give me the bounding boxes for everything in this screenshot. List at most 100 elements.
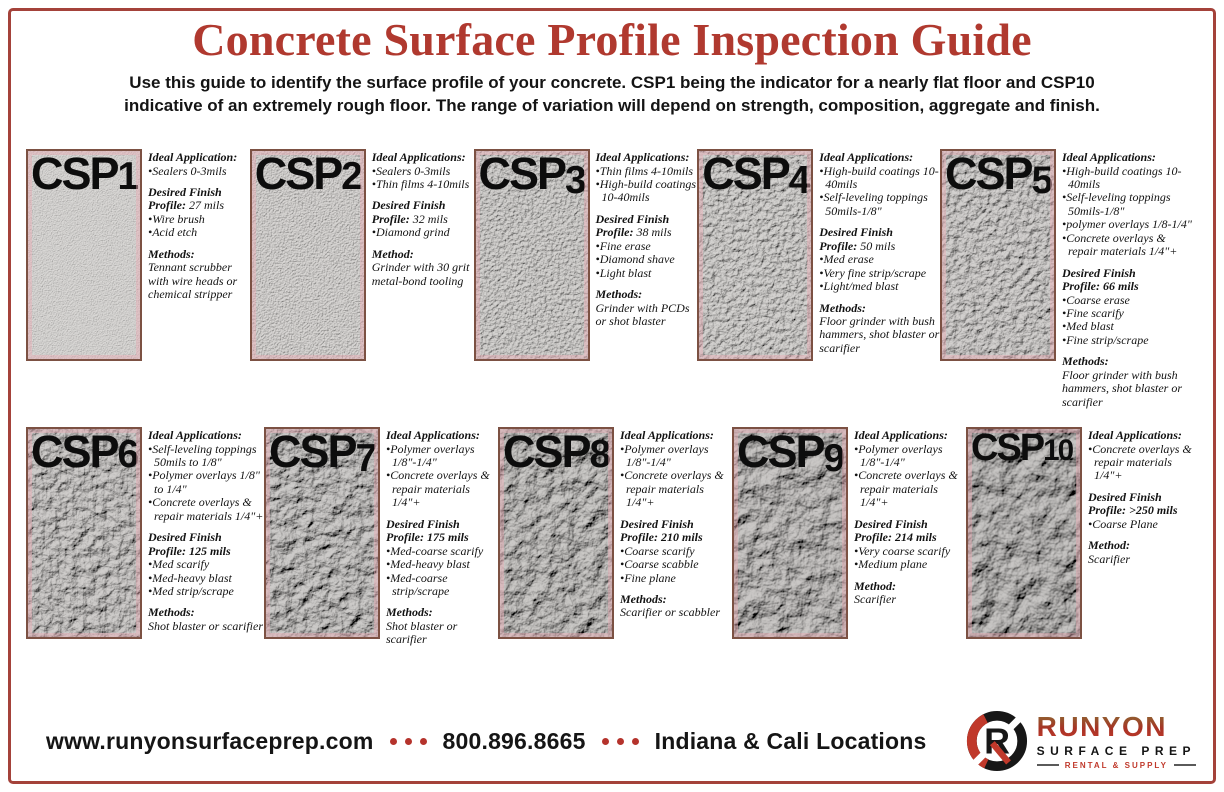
methods-text: Scarifier or scabbler [620,605,720,620]
methods-text: Tennant scrubber with wire heads or chem… [148,260,238,302]
concrete-texture-svg [968,429,1080,638]
finish-item: Medium plane [854,557,966,571]
csp-row-top: CSP1 Ideal Application: Sealers 0-3mils … [26,149,1198,427]
csp-label-number: 9 [823,437,845,481]
methods-text: Shot blaster or scarifier [148,618,264,633]
concrete-texture-svg [266,429,378,638]
dot-icon [389,737,397,745]
csp-label: CSP3 [479,151,587,200]
methods-heading: Methods: [386,605,433,620]
logo-subname: SURFACE PREP [1036,743,1196,758]
finish-item: Med-heavy blast [386,557,498,571]
concrete-sample-image: CSP4 [697,149,814,362]
application-item: polymer overlays 1/8-1/4" [1062,217,1198,231]
csp-panel: CSP5 Ideal Applications: High-build coat… [940,149,1198,427]
finish-profile-heading: Desired Finish Profile: 214 mils [854,517,966,545]
finish-item: Med strip/scrape [148,584,264,598]
csp-label: CSP4 [702,151,810,200]
applications-list: Polymer overlays 1/8"-1/4"Concrete overl… [620,442,732,510]
footer-phone: 800.896.8665 [442,727,586,754]
csp-panel: CSP9 Ideal Applications: Polymer overlay… [732,427,966,683]
finish-item: Coarse Plane [1088,517,1200,531]
csp-details: Ideal Applications: Self-leveling toppin… [148,427,264,683]
csp-label: CSP8 [503,429,611,477]
concrete-sample-image: CSP10 [966,427,1082,640]
csp-label-number: 10 [1043,434,1074,468]
finish-list: Coarse eraseFine scarifyMed blastFine st… [1062,293,1198,348]
concrete-texture-svg [251,151,364,360]
csp-label-number: 8 [589,433,611,477]
csp-label: CSP1 [31,151,139,199]
concrete-texture [28,151,140,360]
footer-locations: Indiana & Cali Locations [654,727,927,754]
csp-panel: CSP6 Ideal Applications: Self-leveling t… [26,427,264,683]
dot-icon [631,737,639,745]
finish-profile-heading: Desired Finish Profile: 38 mils [596,212,697,240]
finish-item: Diamond grind [372,225,473,239]
finish-item: Med blast [1062,319,1198,333]
logo-tagline-row: RENTAL & SUPPLY [1036,761,1196,770]
csp-label-number: 3 [565,159,586,203]
concrete-texture-svg [28,429,140,638]
profile-value: 50 mils [860,238,896,253]
concrete-texture [968,429,1080,638]
csp-details: Ideal Applications: Polymer overlays 1/8… [854,427,966,683]
finish-heading-line: Desired Finish [386,516,460,531]
csp-label-number: 6 [117,433,139,477]
profile-label: Profile: [1088,503,1126,518]
logo-text: RUNYON SURFACE PREP RENTAL & SUPPLY [1036,712,1196,770]
application-item: Concrete overlays & repair materials 1/4… [386,469,498,509]
applications-heading: Ideal Applications: [620,428,714,443]
csp-panel: CSP3 Ideal Applications: Thin films 4-10… [473,149,697,427]
csp-label-number: 7 [355,437,377,481]
page-subtitle: Use this guide to identify the surface p… [124,73,1100,115]
finish-heading-line: Desired Finish [819,225,893,240]
csp-grid: CSP1 Ideal Application: Sealers 0-3mils … [0,149,1224,683]
page-title: Concrete Surface Profile Inspection Guid… [192,14,1032,65]
finish-item: Coarse scabble [620,557,732,571]
finish-item: Acid etch [148,225,249,239]
finish-item: Fine scarify [1062,306,1198,320]
finish-item: Coarse scarify [620,544,732,558]
csp-label-number: 1 [117,155,139,199]
csp-label-prefix: CSP [254,148,344,200]
finish-heading-line: Desired Finish [148,530,222,545]
csp-details: Ideal Applications: Polymer overlays 1/8… [386,427,498,683]
runyon-logo-mark-icon: R [965,710,1028,772]
csp-label: CSP5 [945,151,1053,200]
concrete-sample-image: CSP7 [264,427,380,640]
applications-list: Polymer overlays 1/8"-1/4"Concrete overl… [386,442,498,510]
finish-list: Fine eraseDiamond shaveLight blast [596,239,697,280]
csp-panel: CSP10 Ideal Applications: Concrete overl… [966,427,1200,683]
application-item: Concrete overlays & repair materials 1/4… [1062,231,1198,259]
finish-item: Med-coarse strip/scrape [386,571,498,599]
concrete-texture-svg [500,429,612,638]
profile-label: Profile: [620,530,658,545]
finish-item: Med-heavy blast [148,571,264,585]
finish-item: Diamond shave [596,252,697,266]
csp-label-prefix: CSP [737,426,826,478]
methods-heading: Methods: [148,246,195,261]
finish-item: Fine erase [596,239,697,253]
concrete-sample-image: CSP9 [732,426,848,640]
application-item: Sealers 0-3mils [148,164,249,178]
finish-item: Med-coarse scarify [386,544,498,558]
concrete-texture [251,151,364,360]
finish-heading-line: Desired Finish [1088,489,1162,504]
concrete-texture-svg [734,429,846,638]
csp-details: Ideal Applications: Concrete overlays & … [1088,427,1200,683]
separator-dots [601,737,639,745]
finish-heading-line: Desired Finish [148,185,222,200]
methods-text: Shot blaster or scarifier [386,618,458,647]
concrete-sample-image: CSP1 [26,149,142,362]
footer-website: www.runyonsurfaceprep.com [46,727,374,754]
finish-list: Med eraseVery fine strip/scrapeLight/med… [819,252,939,293]
profile-value: 66 mils [1103,279,1139,294]
finish-list: Coarse scarifyCoarse scabbleFine plane [620,544,732,585]
finish-profile-heading: Desired Finish Profile: 27 mils [148,185,249,213]
application-item: Concrete overlays & repair materials 1/4… [148,496,264,523]
profile-label: Profile: [819,238,858,253]
methods-text: Scarifier [854,591,896,606]
finish-item: Very coarse scarify [854,544,966,558]
